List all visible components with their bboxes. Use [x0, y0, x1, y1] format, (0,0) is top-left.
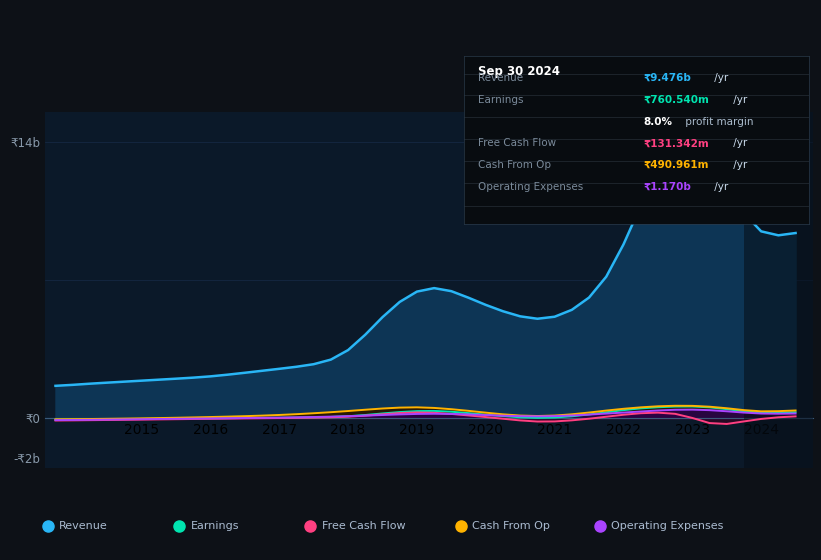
Text: ₹131.342m: ₹131.342m: [643, 138, 709, 148]
Text: Sep 30 2024: Sep 30 2024: [478, 66, 560, 78]
Text: Revenue: Revenue: [478, 73, 523, 83]
Text: ₹1.170b: ₹1.170b: [643, 182, 691, 192]
Text: /yr: /yr: [711, 182, 728, 192]
Bar: [744, 112, 813, 468]
Text: Earnings: Earnings: [190, 521, 239, 531]
Text: /yr: /yr: [730, 95, 747, 105]
Text: Operating Expenses: Operating Expenses: [611, 521, 723, 531]
Text: /yr: /yr: [730, 160, 747, 170]
Text: /yr: /yr: [711, 73, 728, 83]
Text: 8.0%: 8.0%: [643, 116, 672, 127]
Text: Earnings: Earnings: [478, 95, 523, 105]
Text: ₹490.961m: ₹490.961m: [643, 160, 709, 170]
Text: profit margin: profit margin: [681, 116, 754, 127]
Text: Operating Expenses: Operating Expenses: [478, 182, 583, 192]
Text: /yr: /yr: [730, 138, 747, 148]
Text: Revenue: Revenue: [59, 521, 108, 531]
Text: Free Cash Flow: Free Cash Flow: [478, 138, 556, 148]
Text: ₹760.540m: ₹760.540m: [643, 95, 709, 105]
Text: Free Cash Flow: Free Cash Flow: [322, 521, 406, 531]
Text: Cash From Op: Cash From Op: [472, 521, 550, 531]
Text: Cash From Op: Cash From Op: [478, 160, 551, 170]
Text: ₹9.476b: ₹9.476b: [643, 73, 691, 83]
